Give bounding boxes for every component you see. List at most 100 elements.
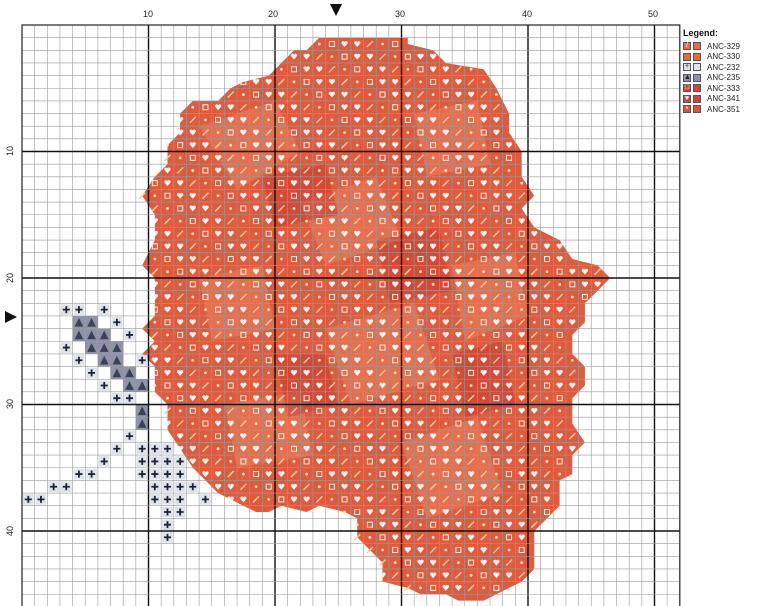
diagonal-symbol-icon [252, 369, 260, 377]
plus-symbol-icon [88, 369, 96, 377]
heart-symbol-icon [391, 142, 399, 149]
square-symbol-icon [417, 129, 424, 136]
diagonal-symbol-icon [416, 217, 425, 225]
heart-symbol-icon [429, 53, 437, 60]
heart-symbol-icon [531, 357, 538, 364]
legend-item: ▲ ANC-235 [683, 73, 763, 84]
x-tick-label: 40 [522, 9, 532, 19]
diagonal-symbol-icon [138, 192, 146, 200]
dot-symbol-icon [317, 295, 321, 299]
square-symbol-icon [430, 142, 437, 149]
diagonal-symbol-icon [252, 242, 260, 250]
dot-symbol-icon [431, 409, 435, 413]
heart-symbol-icon [341, 154, 348, 161]
square-symbol-icon [215, 433, 222, 440]
dot-symbol-icon [469, 384, 473, 387]
heart-symbol-icon [518, 281, 525, 288]
heart-symbol-icon [265, 218, 272, 225]
diagonal-symbol-icon [492, 356, 500, 364]
dot-symbol-icon [520, 561, 524, 565]
heart-symbol-icon [214, 344, 222, 351]
dot-symbol-icon [368, 282, 372, 286]
heart-symbol-icon [240, 306, 247, 313]
heart-symbol-icon [252, 395, 260, 402]
heart-symbol-icon [189, 205, 196, 212]
grid-border [21, 24, 681, 606]
dot-symbol-icon [406, 320, 410, 324]
heart-symbol-icon [531, 420, 538, 427]
heart-symbol-icon [505, 332, 513, 338]
dot-symbol-icon [305, 472, 309, 476]
square-symbol-icon [215, 243, 222, 250]
dot-symbol-icon [444, 548, 448, 552]
heart-symbol-icon [328, 142, 336, 149]
diagonal-symbol-icon [378, 559, 387, 567]
diagonal-symbol-icon [454, 508, 462, 516]
diagonal-symbol-icon [315, 116, 323, 124]
heart-symbol-icon [316, 458, 323, 465]
square-symbol-icon [341, 243, 348, 250]
y-tick-label: 20 [5, 273, 15, 283]
dot-symbol-icon [406, 447, 410, 451]
stitch-pattern [23, 37, 611, 601]
diagonal-symbol-icon [543, 280, 551, 288]
square-symbol-icon [556, 395, 563, 402]
dot-symbol-icon [545, 333, 549, 337]
diagonal-symbol-icon [341, 141, 349, 149]
legend-item: / ANC-329 [683, 41, 763, 52]
diagonal-symbol-icon [467, 78, 475, 86]
diagonal-symbol-icon [391, 65, 399, 73]
triangle-symbol-icon [125, 368, 134, 378]
heart-symbol-icon [379, 79, 386, 85]
square-symbol-icon [240, 395, 247, 402]
heart-symbol-icon [518, 458, 525, 465]
square-symbol-icon [417, 256, 424, 263]
dot-symbol-icon [254, 105, 258, 109]
heart-symbol-icon [227, 369, 234, 376]
heart-symbol-icon [429, 116, 437, 123]
diagonal-symbol-icon [201, 192, 209, 200]
diagonal-symbol-icon [201, 381, 209, 390]
dot-symbol-icon [406, 67, 410, 71]
diagonal-symbol-icon [315, 432, 323, 440]
dot-symbol-icon [153, 257, 157, 261]
dot-symbol-icon [343, 257, 346, 261]
heart-symbol-icon [303, 192, 310, 199]
dot-symbol-icon [570, 295, 574, 299]
diagonal-symbol-icon [239, 356, 247, 364]
dot-symbol-icon [292, 207, 296, 210]
heart-symbol-icon [429, 433, 437, 440]
diagonal-symbol-icon [404, 331, 412, 339]
diagonal-symbol-icon [176, 293, 184, 301]
triangle-symbol-icon [87, 343, 96, 352]
heart-symbol-icon [417, 294, 424, 300]
dot-symbol-icon [355, 333, 359, 337]
dot-symbol-icon [419, 396, 422, 400]
heart-symbol-icon [442, 192, 449, 199]
diagonal-symbol-icon [442, 432, 450, 440]
plus-symbol-icon [163, 521, 171, 529]
dot-symbol-icon [482, 80, 486, 84]
heart-symbol-icon [240, 382, 247, 389]
heart-symbol-icon [480, 357, 487, 364]
heart-symbol-icon [290, 369, 298, 376]
dot-symbol-icon [419, 207, 422, 210]
plus-symbol-icon [88, 470, 96, 478]
heart-symbol-icon [290, 53, 298, 60]
heart-symbol-icon [455, 154, 462, 161]
dot-symbol-icon [469, 573, 473, 577]
diagonal-symbol-icon [530, 457, 538, 465]
dot-symbol-icon [355, 80, 359, 84]
dot-symbol-icon [457, 118, 460, 122]
heart-symbol-icon [151, 344, 159, 351]
square-symbol-icon [278, 116, 285, 123]
diagonal-symbol-icon [252, 116, 260, 124]
dot-symbol-icon [482, 270, 486, 274]
heart-symbol-icon [316, 332, 323, 338]
heart-symbol-icon [429, 129, 437, 136]
heart-symbol-icon [252, 129, 260, 136]
heart-symbol-icon [505, 192, 513, 199]
dot-symbol-icon [166, 333, 169, 337]
dot-symbol-icon [482, 396, 486, 400]
square-symbol-icon [278, 243, 285, 250]
